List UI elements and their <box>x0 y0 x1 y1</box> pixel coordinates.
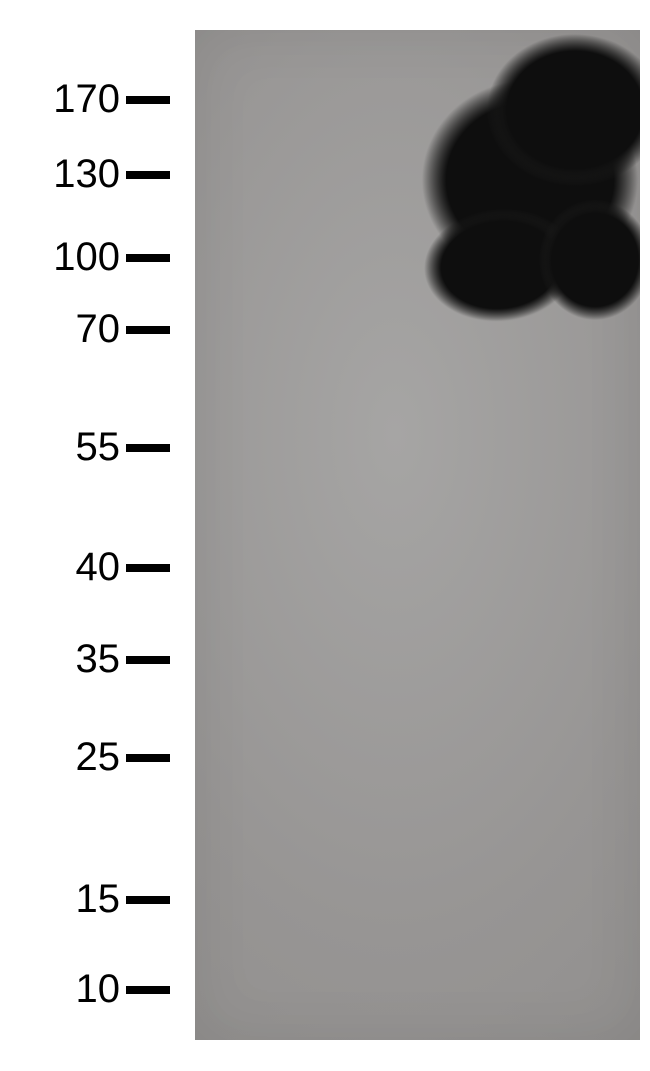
ladder-tick-130 <box>126 171 170 179</box>
western-blot-figure: 170 130 100 70 55 40 35 25 15 10 <box>0 0 650 1071</box>
ladder-label-55: 55 <box>10 425 120 470</box>
ladder-tick-10 <box>126 986 170 994</box>
ladder-label-40: 40 <box>10 545 120 590</box>
ladder-tick-40 <box>126 564 170 572</box>
ladder-tick-55 <box>126 444 170 452</box>
ladder-tick-15 <box>126 896 170 904</box>
ladder-tick-70 <box>126 326 170 334</box>
ladder-tick-170 <box>126 96 170 104</box>
ladder-tick-100 <box>126 254 170 262</box>
ladder-label-15: 15 <box>10 877 120 922</box>
ladder-label-130: 130 <box>10 152 120 197</box>
ladder-label-100: 100 <box>10 235 120 280</box>
ladder-label-10: 10 <box>10 967 120 1012</box>
ladder-label-170: 170 <box>10 77 120 122</box>
ladder-label-70: 70 <box>10 307 120 352</box>
ladder-tick-35 <box>126 656 170 664</box>
ladder-tick-25 <box>126 754 170 762</box>
ladder-label-25: 25 <box>10 735 120 780</box>
ladder-label-35: 35 <box>10 637 120 682</box>
